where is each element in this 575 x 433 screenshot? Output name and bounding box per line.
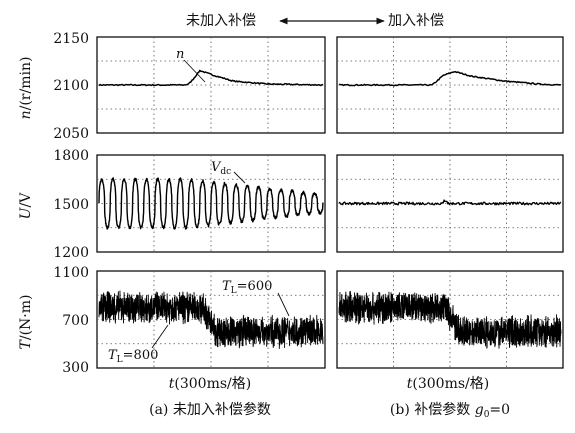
annotation-vdc: Vdc <box>211 160 231 177</box>
ytick-voltage-top: 1800 <box>53 148 89 164</box>
ytick-speed-bottom: 2050 <box>53 126 89 142</box>
torque-trace-right <box>338 290 562 349</box>
speed-trace-right <box>339 71 562 87</box>
ytick-torque-bottom: 300 <box>62 360 89 376</box>
ylabel-torque: T/(N·m) <box>18 295 34 350</box>
speed-trace-left <box>98 69 324 87</box>
annotation-n-leader <box>183 59 206 83</box>
ytick-speed-mid: 2100 <box>53 78 89 94</box>
ytick-torque-mid: 700 <box>62 313 89 329</box>
ytick-voltage-mid: 1500 <box>53 197 89 213</box>
caption-right: (b) 补偿参数 g0=0 <box>390 401 510 420</box>
annotation-tl600-leader <box>277 292 290 317</box>
torque-trace-left <box>98 290 324 349</box>
annotation-vdc-leader <box>233 171 246 184</box>
annotation-tl600: TL=600 <box>222 279 272 296</box>
ylabel-speed: n/(r/min) <box>18 57 34 120</box>
xlabel-left: t(300ms/格) <box>169 376 251 392</box>
header-right-label: 加入补偿 <box>388 13 444 29</box>
caption-left: (a) 未加入补偿参数 <box>149 401 271 418</box>
ytick-torque-top: 1100 <box>53 265 89 281</box>
header-left-label: 未加入补偿 <box>186 13 256 29</box>
ytick-voltage-bottom: 1200 <box>53 245 89 261</box>
annotation-tl800: TL=800 <box>108 348 158 365</box>
xlabel-right: t(300ms/格) <box>407 376 489 392</box>
ylabel-voltage: U/V <box>18 192 34 220</box>
voltage-trace-left <box>98 177 324 230</box>
annotation-n: n <box>176 47 184 62</box>
ytick-speed-top: 2150 <box>53 31 89 47</box>
voltage-trace-right <box>338 199 562 206</box>
traces <box>98 69 562 349</box>
annotation-tl800-leader <box>151 324 169 349</box>
